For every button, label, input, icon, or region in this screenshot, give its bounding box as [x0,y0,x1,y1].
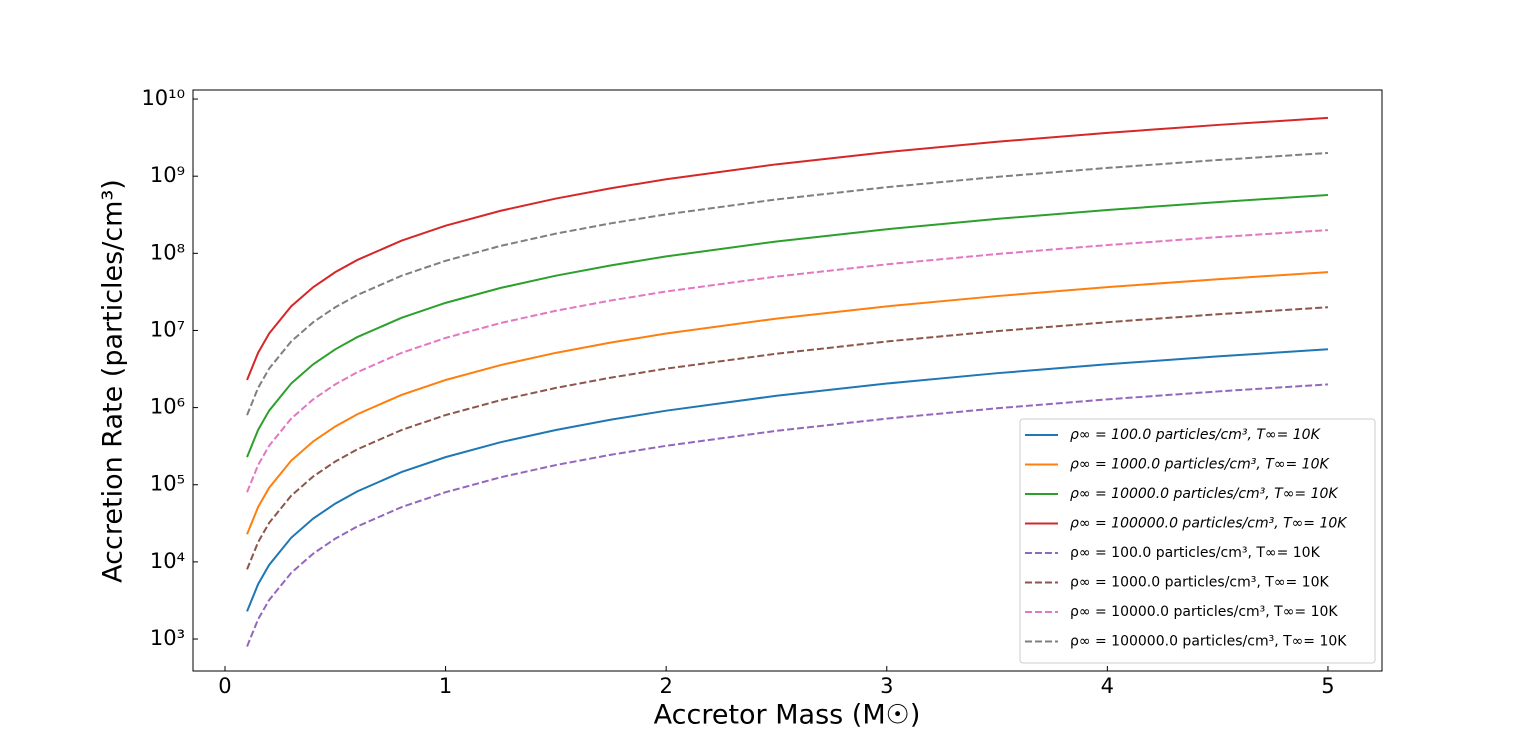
x-axis-label: Accretor Mass (M☉) [654,700,921,731]
legend-label: ρ∞ = 1000.0 particles/cm³, T∞= 10K [1070,457,1330,473]
x-tick-label: 2 [659,674,672,698]
plot-frame [192,89,1383,672]
x-tick-label: 0 [218,674,231,698]
legend-label: ρ∞ = 1000.0 particles/cm³, T∞= 10K [1070,575,1329,591]
y-tick-label: 10⁴ [150,549,185,573]
legend-label: ρ∞ = 100000.0 particles/cm³, T∞= 10K [1070,634,1347,650]
y-tick-label: 10⁸ [150,240,185,264]
legend-label: ρ∞ = 100000.0 particles/cm³, T∞= 10K [1070,516,1348,532]
series-line [246,151,1329,416]
series-line [246,229,1329,493]
y-axis-label: Accretion Rate (particles/cm³) [98,179,129,583]
y-tick-label: 10³ [150,626,185,650]
x-tick-label: 5 [1321,674,1334,698]
series-line [246,194,1329,458]
series-line [246,116,1329,381]
x-tick-label: 4 [1101,674,1114,698]
series-line [246,271,1329,535]
series-line [246,306,1329,570]
legend-box [1019,418,1376,664]
series-line [246,383,1329,647]
legend-label: ρ∞ = 10000.0 particles/cm³, T∞= 10K [1070,604,1338,620]
y-tick-label: 10⁵ [150,472,185,496]
legend-label: ρ∞ = 10000.0 particles/cm³, T∞= 10K [1070,486,1339,502]
x-tick-label: 1 [439,674,452,698]
y-tick-label: 10⁷ [150,317,185,341]
y-tick-label: 10⁹ [150,163,185,187]
y-tick-label: 10¹⁰ [141,86,185,110]
y-tick-label: 10⁶ [150,395,185,419]
legend-label: ρ∞ = 100.0 particles/cm³, T∞= 10K [1070,545,1321,561]
legend-label: ρ∞ = 100.0 particles/cm³, T∞= 10K [1070,427,1322,443]
series-line [246,348,1329,612]
x-tick-label: 3 [880,674,893,698]
